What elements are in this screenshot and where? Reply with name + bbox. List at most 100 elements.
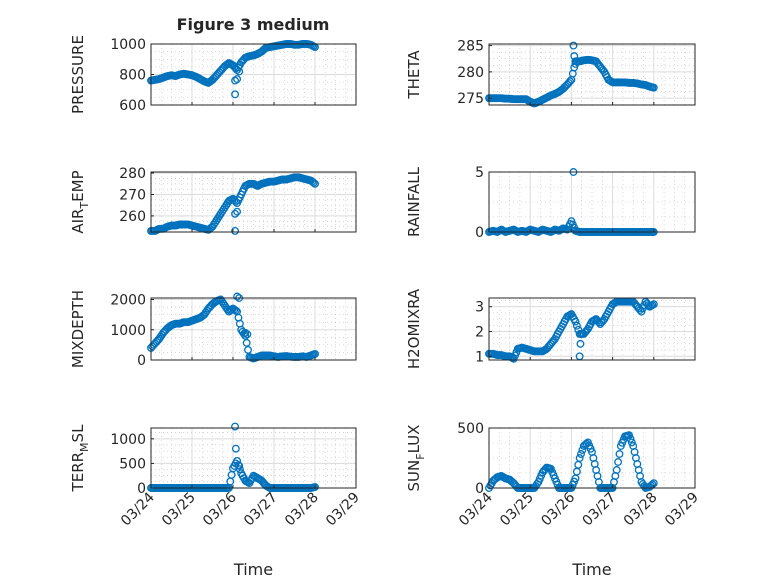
- axes-theta: 275 280 285 THETA: [405, 39, 696, 108]
- data-point-outlier: [235, 67, 244, 76]
- ytick-label: 500: [457, 421, 484, 437]
- ylabel-terr_msl: TERRMSL: [69, 424, 91, 493]
- ylabel-main: H2OMIXRA: [405, 288, 423, 369]
- plot-area: [489, 44, 695, 105]
- axes-box: [488, 43, 696, 106]
- ytick-label: 3: [475, 300, 484, 316]
- data-point: [231, 306, 240, 315]
- axes-rainfall: 0 5 RAINFALL: [405, 165, 696, 241]
- xlabel: Time: [571, 560, 611, 579]
- data-point: [612, 466, 621, 474]
- ylabel-h2omixra: H2OMIXRA: [405, 288, 423, 369]
- data-point-outlier: [241, 328, 250, 337]
- data-point: [626, 434, 635, 443]
- ylabel-sun_flux: SUNFLUX: [405, 425, 427, 492]
- ylabel-subscript: T: [78, 202, 91, 210]
- ylabel-main: MIXDEPTH: [69, 290, 87, 368]
- axes-box: [150, 171, 357, 233]
- ylabel-pressure: PRESSURE: [69, 35, 87, 114]
- ytick-label: 0: [137, 353, 146, 369]
- data-point-outlier: [231, 226, 239, 235]
- axes-box: [150, 297, 357, 361]
- ytick-label: 1000: [110, 323, 146, 339]
- ylabel-rest: SL: [69, 424, 87, 443]
- data-point: [627, 438, 636, 447]
- data-point: [625, 431, 634, 440]
- data-point: [649, 83, 658, 92]
- axes-box: [488, 171, 696, 233]
- ytick-label: 1000: [110, 37, 146, 53]
- ylabel-main: PRESSURE: [69, 35, 87, 114]
- ytick-label: 260: [119, 209, 146, 225]
- plot-area: [151, 298, 356, 360]
- ytick-label: 1: [475, 349, 484, 365]
- data-point: [309, 178, 318, 187]
- axes-pressure: 600 800 1000 PRESSURE: [69, 35, 357, 114]
- data-point: [242, 338, 251, 347]
- ylabel-rest: LUX: [405, 425, 423, 454]
- data-point-outlier: [233, 292, 242, 301]
- data-point-outlier: [231, 422, 239, 431]
- data-point-outlier: [576, 339, 585, 348]
- data-point: [615, 450, 624, 458]
- figure-title: Figure 3 medium: [177, 15, 330, 34]
- ylabel-main: SUN: [405, 460, 423, 492]
- data-point-outlier: [570, 52, 579, 61]
- ytick-label: 280: [119, 166, 146, 182]
- data-point: [244, 345, 252, 354]
- data-point: [235, 465, 244, 474]
- ytick-label: 0: [137, 481, 146, 497]
- ytick-label: 1000: [110, 432, 146, 448]
- data-point-outlier: [233, 207, 242, 216]
- data-point-outlier: [243, 330, 252, 339]
- ylabel-mixdepth: MIXDEPTH: [69, 290, 87, 368]
- axes-box: [488, 427, 696, 489]
- data-point-outlier: [571, 60, 580, 68]
- ylabel-main: RAINFALL: [405, 166, 423, 237]
- data-point-outlier: [577, 330, 586, 338]
- axes-mixdepth: 0 1000 2000 MIXDEPTH: [69, 290, 357, 369]
- xlabel: Time: [233, 560, 273, 579]
- data-point: [233, 457, 242, 465]
- ytick-label: 500: [119, 456, 146, 472]
- ytick-label: 600: [119, 98, 146, 114]
- axes-box: [488, 297, 696, 361]
- data-point-outlier: [233, 75, 242, 84]
- data-point: [594, 318, 603, 327]
- ylabel-theta: THETA: [405, 50, 423, 100]
- data-point: [311, 179, 319, 188]
- axes-layer: 600 800 1000 PRESSURE 275 280 285 THETA 260 270 28…: [69, 35, 702, 579]
- data-point: [649, 300, 658, 309]
- data-point: [572, 321, 581, 330]
- ytick-label: 2000: [110, 293, 146, 309]
- ylabel-main: THETA: [405, 50, 423, 100]
- data-point: [571, 317, 580, 326]
- plot-area: [489, 428, 695, 488]
- ylabel-subscript: M: [78, 442, 91, 452]
- data-point-outlier: [231, 76, 239, 85]
- ytick-label: 285: [457, 39, 484, 55]
- ytick-label: 5: [475, 165, 484, 181]
- data-point-outlier: [235, 461, 244, 470]
- data-point-outlier: [569, 41, 578, 50]
- data-point: [241, 331, 250, 340]
- data-point-outlier: [231, 444, 240, 453]
- data-point: [239, 329, 248, 338]
- axes-air_temp: 260 270 280 AIRTEMP: [69, 166, 357, 235]
- ylabel-rest: EMP: [69, 170, 87, 201]
- ytick-label: 800: [119, 68, 146, 84]
- ylabel-main: AIR: [69, 209, 87, 234]
- ylabel-air_temp: AIRTEMP: [69, 170, 91, 233]
- data-point: [223, 60, 232, 69]
- data-point: [311, 483, 319, 491]
- data-point-outlier: [231, 90, 239, 99]
- data-point: [566, 77, 574, 86]
- ytick-label: 275: [457, 91, 484, 107]
- axes-box: [150, 427, 357, 489]
- ytick-label: 280: [457, 65, 484, 81]
- ytick-label: 270: [119, 188, 146, 204]
- axes-h2omixra: 1 2 3 H2OMIXRA: [405, 288, 696, 369]
- ylabel-rainfall: RAINFALL: [405, 166, 423, 237]
- data-point: [577, 450, 585, 458]
